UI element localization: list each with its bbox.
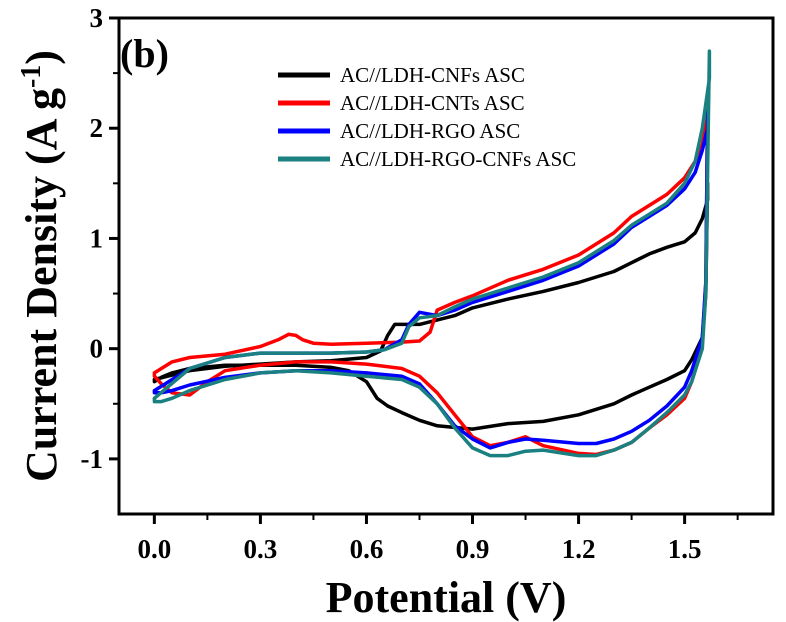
legend-label-3: AC//LDH-RGO ASC [340, 119, 520, 143]
legend: AC//LDH-CNFs ASC AC//LDH-CNTs ASC AC//LDH-… [278, 63, 576, 171]
series-line-4 [152, 49, 712, 458]
y-axis-title: Current Density (A g-1) [16, 50, 66, 482]
legend-label-2: AC//LDH-CNTs ASC [340, 91, 525, 115]
x-axis-title: Potential (V) [326, 573, 567, 622]
x-tick-label: 1.5 [668, 534, 702, 564]
plot-frame [117, 16, 775, 516]
legend-label-1: AC//LDH-CNFs ASC [340, 63, 525, 87]
x-tick-label: 0.6 [350, 534, 384, 564]
x-tick-label: 0.3 [244, 534, 278, 564]
y-tick-label: 1 [90, 223, 104, 253]
y-axis-title-main: Current Density (A g [17, 88, 66, 482]
x-tick-label: 0.9 [456, 534, 490, 564]
y-tick-label: -1 [81, 444, 104, 474]
y-tick-label: 0 [90, 334, 104, 364]
ticks-layer: 0.0 0.3 0.6 0.9 1.2 1.5 -1 0 1 2 3 [81, 3, 739, 564]
y-axis-title-sup: -1 [16, 65, 47, 88]
series-line-1 [152, 181, 710, 431]
x-tick-label: 1.2 [562, 534, 596, 564]
y-axis-title-close: ) [17, 50, 66, 65]
x-tick-label: 0.0 [137, 534, 171, 564]
y-tick-label: 3 [90, 3, 104, 33]
panel-label: (b) [120, 31, 169, 76]
series-layer [152, 49, 712, 458]
legend-label-4: AC//LDH-RGO-CNFs ASC [340, 147, 576, 171]
y-tick-label: 2 [90, 113, 104, 143]
